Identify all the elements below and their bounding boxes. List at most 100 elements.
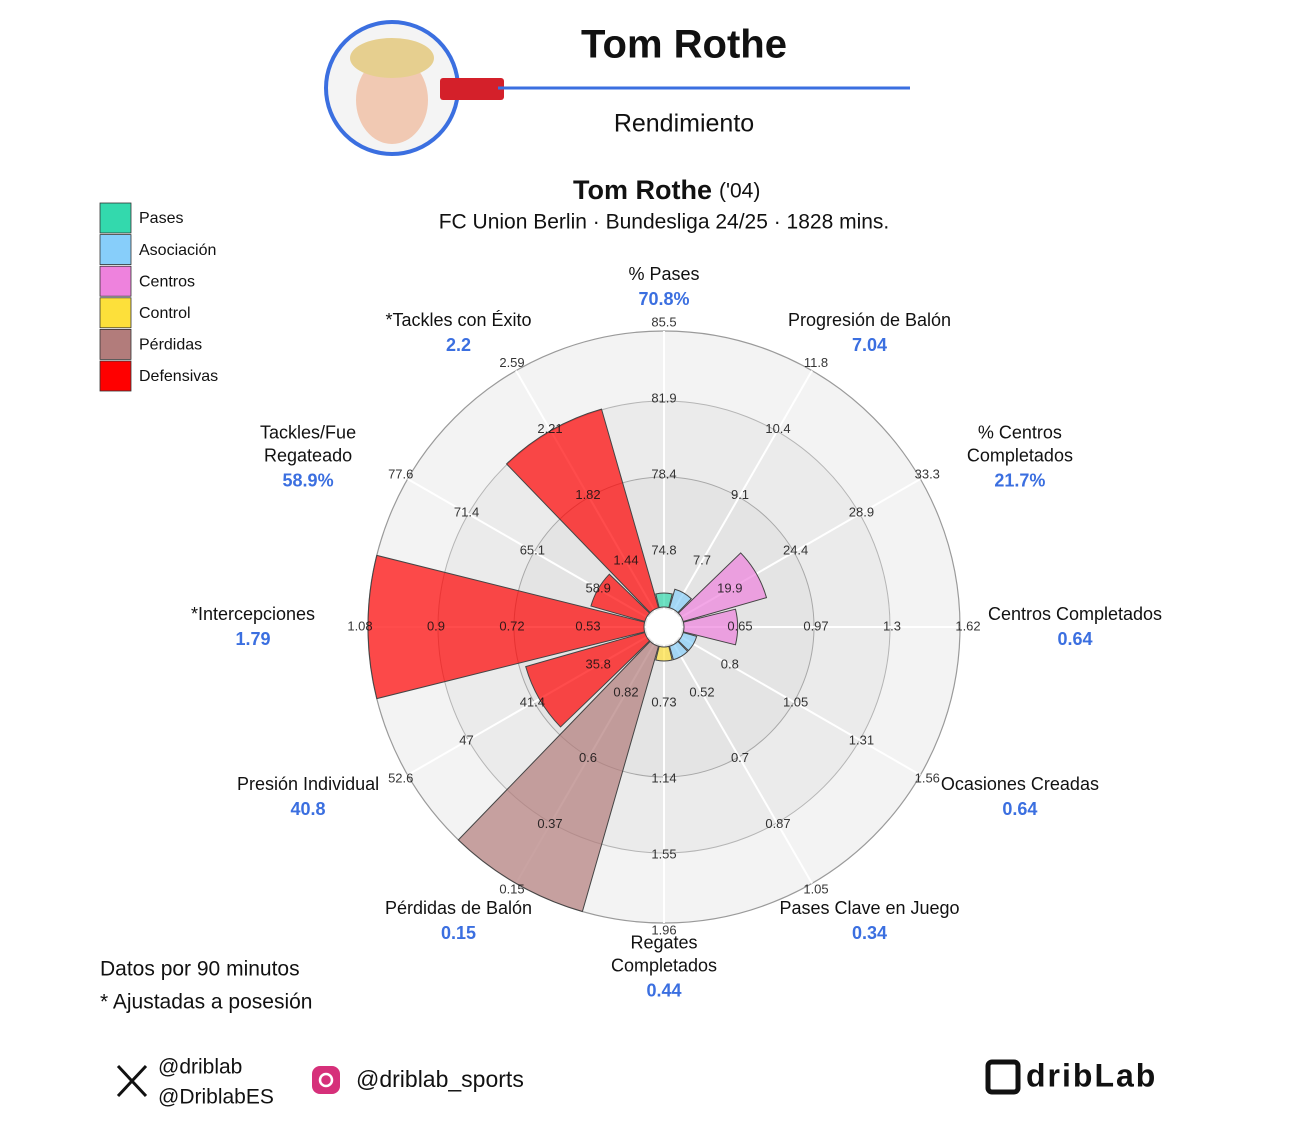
tick-label: 47 xyxy=(459,732,473,747)
category-label: Tackles/Fue Regateado 58.9% xyxy=(260,422,356,493)
tick-label: 24.4 xyxy=(783,542,808,557)
category-name: Centros Completados xyxy=(987,604,1163,624)
legend-label: Centros xyxy=(139,273,195,290)
bar xyxy=(655,592,673,609)
tick-label: 71.4 xyxy=(454,504,479,519)
value-label: 7.04 xyxy=(851,334,888,355)
category-name: Presión Individual xyxy=(237,774,380,794)
tick-label: 65.1 xyxy=(520,542,545,557)
value-label: 0.64 xyxy=(1002,799,1038,819)
tick-label: 33.3 xyxy=(915,466,940,481)
instagram-handle: @driblab_sports xyxy=(356,1066,524,1092)
x-icon xyxy=(116,1064,148,1098)
legend-swatch xyxy=(99,360,132,392)
bar xyxy=(677,631,698,652)
category-name: Pases Clave en Juego xyxy=(779,898,960,919)
tick-label: 0.65 xyxy=(727,618,752,633)
tick-label: 1.05 xyxy=(803,882,828,897)
bar xyxy=(590,573,651,623)
tick-label: 41.4 xyxy=(520,694,545,709)
photo-hair xyxy=(350,38,434,78)
category-name: *Intercepciones xyxy=(190,604,316,624)
axis-line xyxy=(663,626,813,884)
brand-logo: dribLab xyxy=(1026,1057,1157,1093)
category-name: Progresión de Balón xyxy=(787,309,952,330)
club-badge xyxy=(440,78,504,100)
tick-label: 78.4 xyxy=(651,466,676,481)
category-label: *Tackles con Éxito 2.2 xyxy=(385,309,531,357)
legend-swatch xyxy=(99,202,132,234)
legend-swatch xyxy=(99,265,132,297)
tick-label: 74.8 xyxy=(651,542,676,557)
tick-label: 0.53 xyxy=(575,618,600,633)
photo-face xyxy=(356,56,428,144)
x-handle: @DriblabES xyxy=(158,1086,274,1109)
bar xyxy=(655,645,673,662)
value-label: 0.15 xyxy=(440,923,477,944)
note: * Ajustadas a posesión xyxy=(100,991,312,1014)
tick-label: 2.21 xyxy=(537,421,562,436)
bar xyxy=(525,631,651,728)
tick-label: 2.59 xyxy=(499,355,524,370)
legend-label: Pérdidas xyxy=(139,337,202,354)
tick-label: 77.6 xyxy=(388,466,413,481)
category-label: Regates Completados 0.44 xyxy=(611,932,717,1003)
legend-label: Pases xyxy=(139,210,183,227)
tick-label: 0.37 xyxy=(537,816,562,831)
tick-label: 0.72 xyxy=(499,618,524,633)
header-title: Tom Rothe xyxy=(581,23,787,67)
tick-label: 1.14 xyxy=(651,770,676,785)
chart-title-note: ('04) xyxy=(719,180,760,203)
tick-label: 11.8 xyxy=(804,355,828,370)
axis-line xyxy=(663,626,921,776)
tick-label: 1.56 xyxy=(915,770,940,785)
value-label: 21.7% xyxy=(994,470,1046,491)
value-label: 40.8 xyxy=(290,799,326,819)
tick-label: 0.52 xyxy=(689,684,714,699)
chart-subtitle: FC Union Berlin · Bundesliga 24/25 · 182… xyxy=(439,211,890,234)
tick-label: 0.73 xyxy=(651,694,676,709)
tick-label: 0.8 xyxy=(721,656,739,671)
tick-label: 0.15 xyxy=(499,882,524,897)
tick-label: 9.1 xyxy=(731,487,749,502)
category-label: % Pases 70.8% xyxy=(628,263,699,311)
value-label: 58.9% xyxy=(282,470,334,491)
instagram-icon-lens xyxy=(318,1072,334,1088)
bar xyxy=(668,588,693,614)
tick-label: 52.6 xyxy=(388,770,413,785)
legend-swatch xyxy=(99,297,132,329)
tick-label: 35.8 xyxy=(586,656,611,671)
brand-icon xyxy=(985,1059,1021,1095)
category-label: Ocasiones Creadas 0.64 xyxy=(941,773,1099,821)
x-handle: @driblab xyxy=(158,1056,242,1079)
category-name: *Tackles con Éxito xyxy=(385,309,532,330)
tick-label: 0.87 xyxy=(765,816,790,831)
tick-label: 19.9 xyxy=(717,580,742,595)
tick-label: 0.7 xyxy=(731,750,749,765)
center-hole xyxy=(646,609,682,645)
header-subtitle: Rendimiento xyxy=(614,110,754,138)
tick-label: 0.9 xyxy=(427,618,445,633)
category-label: % Centros Completados 21.7% xyxy=(967,422,1073,493)
tick-label: 1.62 xyxy=(955,618,980,633)
category-name: Ocasiones Creadas xyxy=(940,774,1099,794)
category-name: Regates Completados xyxy=(610,932,718,976)
tick-label: 58.9 xyxy=(586,580,611,595)
chart-title: Tom Rothe xyxy=(573,175,712,205)
tick-label: 0.82 xyxy=(613,684,638,699)
category-label: Pérdidas de Balón 0.15 xyxy=(385,897,532,945)
value-label: 0.34 xyxy=(851,923,888,944)
tick-label: 1.3 xyxy=(883,618,901,633)
value-label: 70.8% xyxy=(638,289,690,309)
bar xyxy=(457,640,660,913)
axis-line xyxy=(663,370,813,628)
bar xyxy=(677,552,768,623)
category-label: Progresión de Balón 7.04 xyxy=(788,309,951,357)
tick-label: 1.96 xyxy=(651,922,676,937)
bar xyxy=(505,408,660,614)
category-label: *Intercepciones 1.79 xyxy=(191,603,315,651)
tick-label: 1.55 xyxy=(651,846,676,861)
instagram-icon xyxy=(312,1066,340,1094)
